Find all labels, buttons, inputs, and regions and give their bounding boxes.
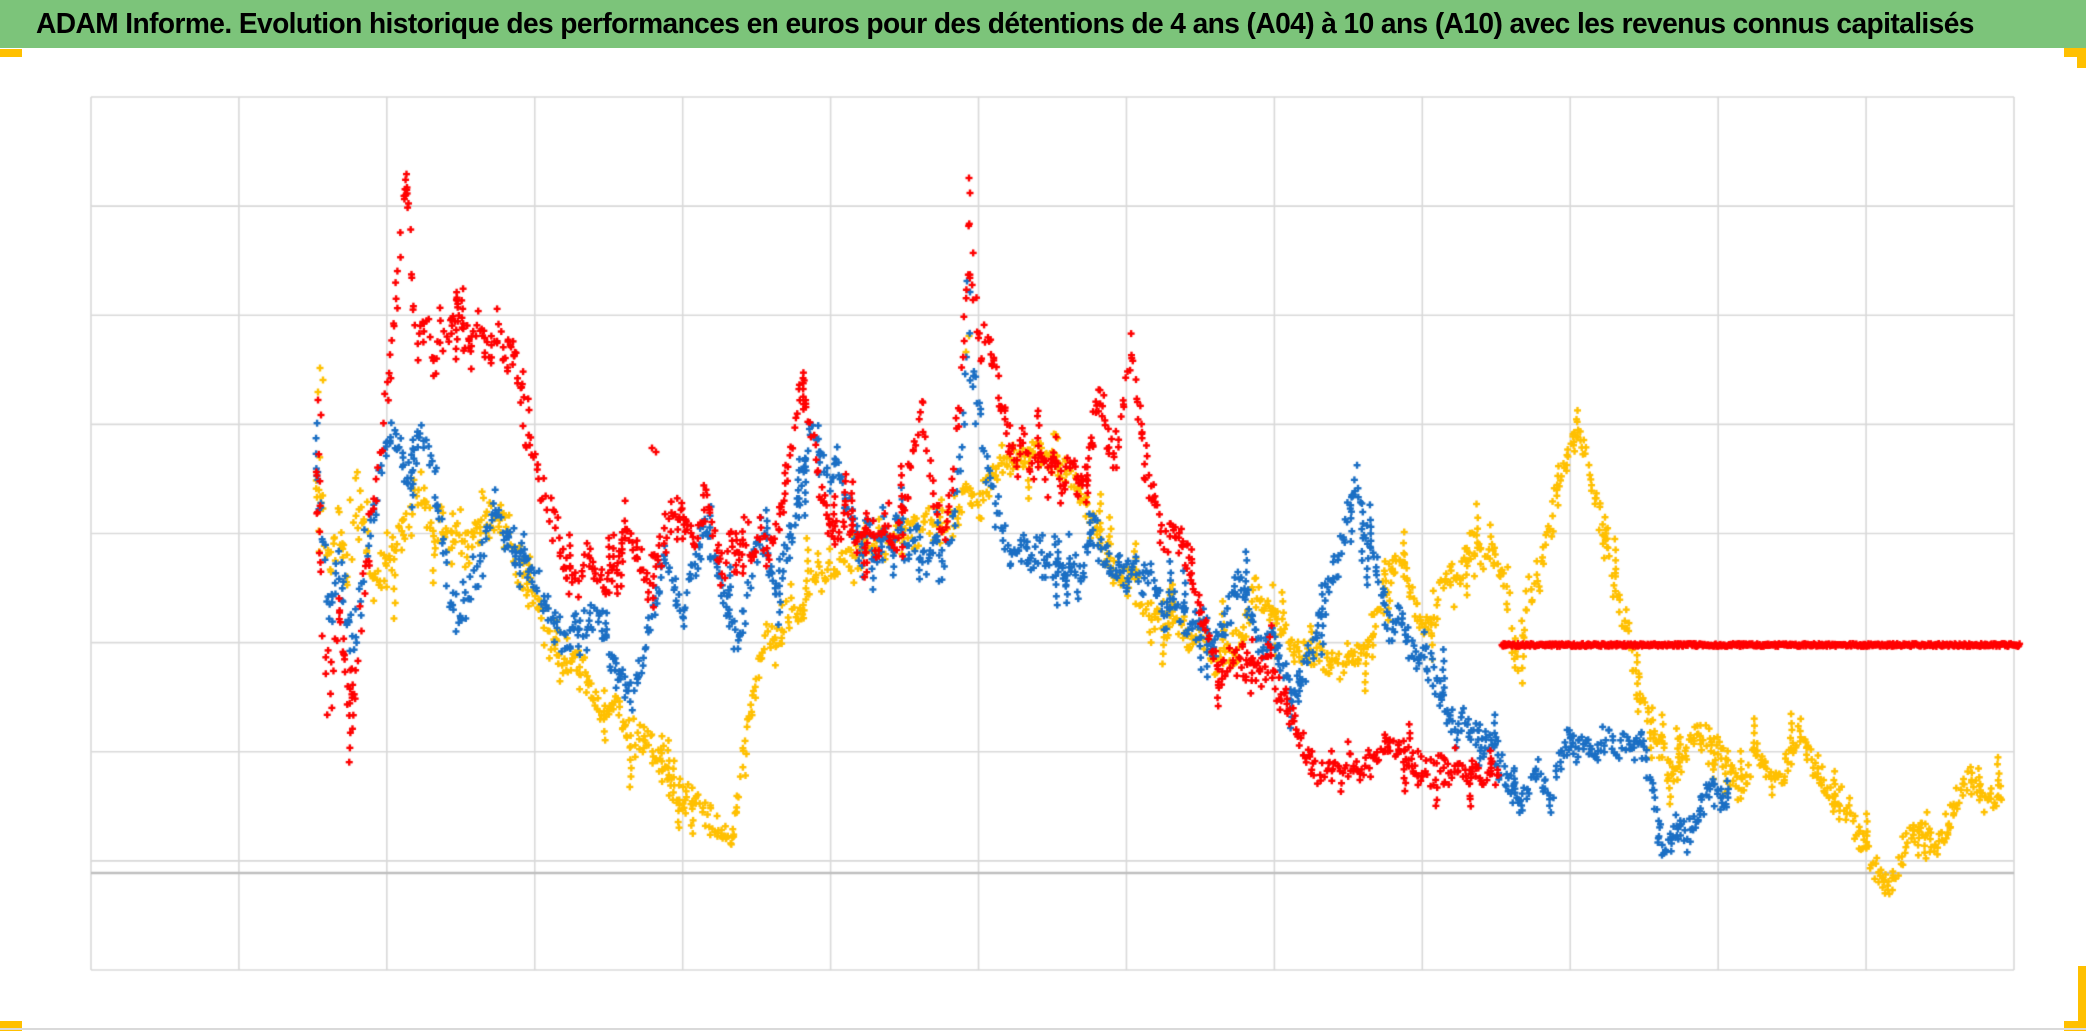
page-corner-marker-bottom-right-h [2064, 1021, 2086, 1031]
bottom-divider [0, 1028, 2086, 1030]
page-corner-marker-top-right-v [2077, 48, 2086, 68]
page-corner-marker-top-left [0, 49, 22, 57]
page-corner-marker-top-right-h [2064, 48, 2086, 57]
page-corner-marker-bottom-right-v [2078, 966, 2086, 1024]
page-corner-marker-bottom-left [0, 1021, 22, 1031]
